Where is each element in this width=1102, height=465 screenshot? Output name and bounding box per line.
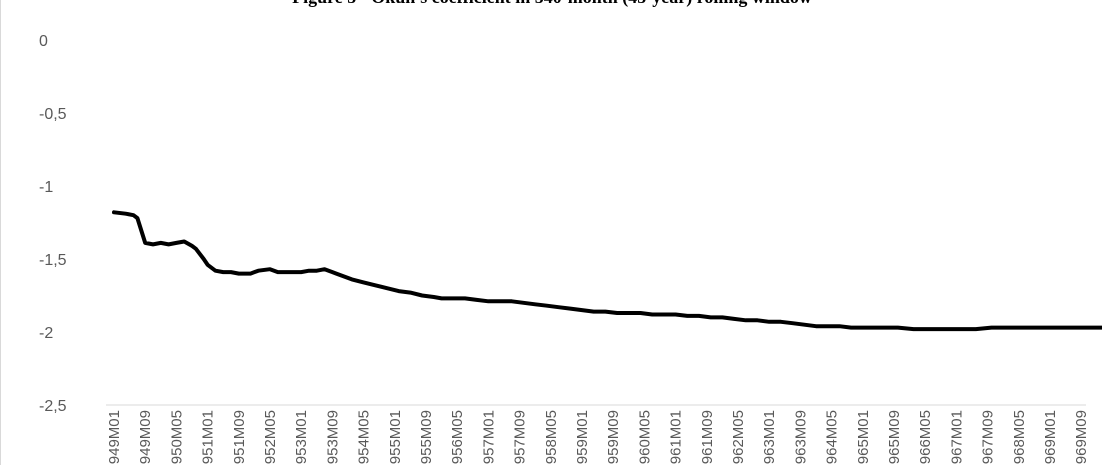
plot-area [112, 210, 1102, 332]
y-tick-label: -2,5 [39, 398, 67, 415]
x-tick-label: 1949M09 [137, 410, 154, 465]
x-tick-label: 1965M09 [886, 410, 903, 465]
x-tick-label: 1958M05 [543, 410, 560, 465]
x-tick-label: 1960M05 [636, 410, 653, 465]
x-tick-label: 1968M05 [1011, 410, 1028, 465]
x-tick-label: 1955M09 [418, 410, 435, 465]
y-tick-label: -0,5 [39, 106, 67, 123]
x-tick-label: 1969M01 [1042, 410, 1059, 465]
x-tick-label: 1965M01 [855, 410, 872, 465]
series-line [112, 210, 1102, 332]
y-tick-label: -1,5 [39, 252, 67, 269]
x-axis: 1949M01 1949M09 1950M05 1951M01 1951M09 1952M… [106, 404, 1090, 465]
x-tick-label: 1961M01 [668, 410, 685, 465]
x-tick-label: 1951M01 [200, 410, 217, 465]
x-tick-label: 1956M05 [449, 410, 466, 465]
x-tick-label: 1959M01 [574, 410, 591, 465]
x-tick-label: 1959M09 [605, 410, 622, 465]
x-tick-label: 1953M01 [293, 410, 310, 465]
x-tick-label: 1957M01 [480, 410, 497, 465]
y-tick-label: -2 [39, 325, 53, 342]
y-axis: 0 -0,5 -1 -1,5 -2 -2,5 [39, 33, 67, 415]
x-tick-label: 1963M01 [761, 410, 778, 465]
y-tick-label: -1 [39, 179, 53, 196]
x-tick-label: 1969M09 [1073, 410, 1090, 465]
x-tick-label: 1950M05 [168, 410, 185, 465]
x-tick-label: 1967M09 [980, 410, 997, 465]
x-tick-label: 1955M01 [387, 410, 404, 465]
x-tick-label: 1961M09 [699, 410, 716, 465]
x-tick-label: 1964M05 [824, 410, 841, 465]
x-tick-label: 1954M05 [356, 410, 373, 465]
x-tick-label: 1949M01 [106, 410, 123, 465]
x-tick-label: 1963M09 [792, 410, 809, 465]
x-tick-label: 1957M09 [512, 410, 529, 465]
x-tick-label: 1962M05 [730, 410, 747, 465]
x-tick-label: 1951M09 [231, 410, 248, 465]
x-tick-label: 1952M05 [262, 410, 279, 465]
chart-title: Figure 5 - Okun's coefficient in 540-mon… [1, 0, 1102, 8]
x-tick-label: 1966M05 [917, 410, 934, 465]
x-tick-label: 1953M09 [324, 410, 341, 465]
y-tick-label: 0 [39, 33, 48, 50]
x-tick-label: 1967M01 [948, 410, 965, 465]
